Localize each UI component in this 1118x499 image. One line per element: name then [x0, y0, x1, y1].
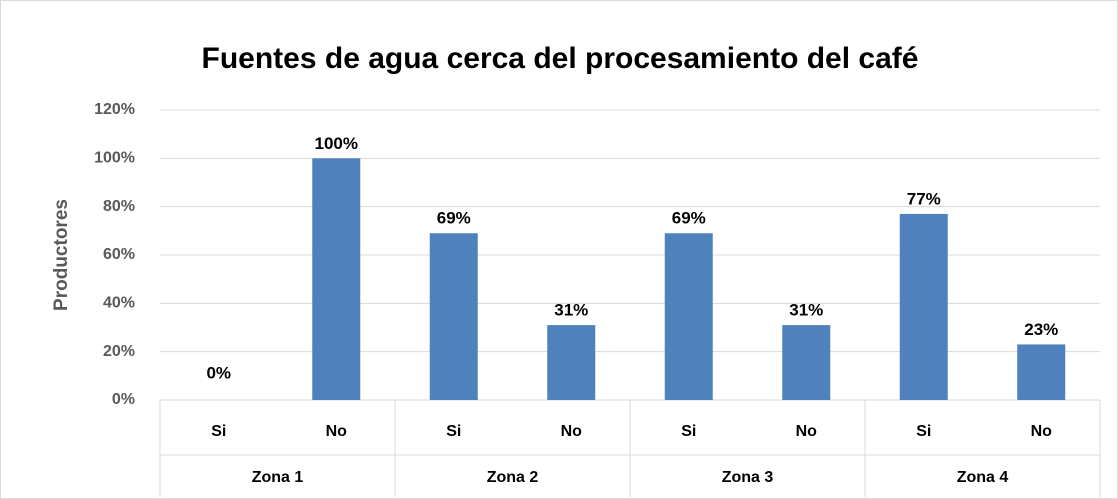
data-label: 77% [907, 189, 941, 208]
bar [782, 325, 831, 400]
y-axis-label: Productores [51, 199, 72, 311]
y-tick-label: 60% [103, 246, 135, 263]
x-tick-label: No [561, 423, 583, 440]
x-tick-label: No [326, 423, 348, 440]
data-label: 69% [437, 209, 471, 228]
data-label: 69% [672, 209, 706, 228]
data-label: 0% [206, 363, 231, 382]
group-label: Zona 1 [252, 469, 304, 486]
bar [1017, 344, 1066, 400]
x-tick-label: Si [446, 423, 461, 440]
bar [312, 158, 361, 400]
data-label: 100% [315, 134, 358, 153]
data-label: 23% [1024, 320, 1058, 339]
x-tick-label: No [1031, 423, 1053, 440]
x-tick-label: Si [916, 423, 931, 440]
group-label: Zona 4 [957, 469, 1009, 486]
chart-title: Fuentes de agua cerca del procesamiento … [202, 42, 919, 75]
x-tick-label: Si [681, 423, 696, 440]
bar [547, 325, 596, 400]
y-tick-label: 20% [103, 343, 135, 360]
y-tick-label: 0% [112, 391, 135, 408]
y-tick-label: 80% [103, 198, 135, 215]
group-label: Zona 3 [722, 469, 774, 486]
bar [899, 213, 948, 400]
y-tick-label: 40% [103, 295, 135, 312]
bar [429, 233, 478, 400]
data-label: 31% [789, 301, 823, 320]
y-tick-label: 100% [94, 150, 135, 167]
data-label: 31% [554, 301, 588, 320]
x-tick-label: Si [211, 423, 226, 440]
y-tick-label: 120% [94, 101, 135, 118]
group-label: Zona 2 [487, 469, 539, 486]
x-tick-label: No [796, 423, 818, 440]
bar [664, 233, 713, 400]
